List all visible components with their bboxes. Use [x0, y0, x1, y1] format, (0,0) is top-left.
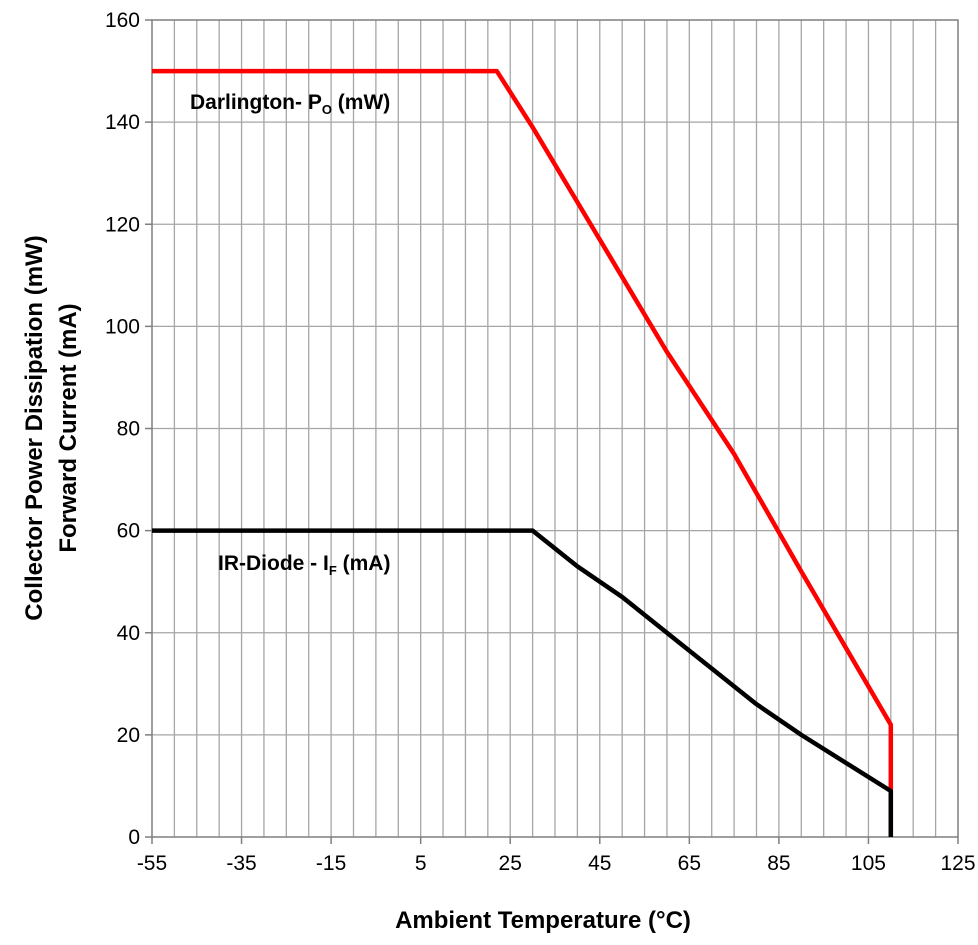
series-label-ir-diode: IR-Diode - IF (mA) — [218, 552, 390, 578]
x-tick-label: -15 — [316, 852, 346, 875]
y-tick-label: 0 — [128, 826, 140, 849]
x-tick-label: 25 — [499, 852, 522, 875]
x-tick-label: 105 — [851, 852, 886, 875]
y-tick-label: 40 — [117, 622, 140, 645]
series-line-ir-diode — [152, 528, 894, 837]
y-axis-title-line-1: Collector Power Dissipation (mW) — [21, 235, 48, 620]
y-tick-label: 140 — [105, 111, 140, 134]
grid — [152, 20, 958, 837]
x-tick-label: -55 — [137, 852, 167, 875]
y-tick-label: 60 — [117, 520, 140, 543]
x-tick-label: 45 — [588, 852, 611, 875]
x-tick-labels: -55 -35 -15 5 25 45 65 85 105 125 — [137, 837, 976, 875]
y-tick-label: 20 — [117, 724, 140, 747]
series-label-darlington: Darlington- PO (mW) — [190, 91, 390, 117]
x-axis-title: Ambient Temperature (°C) — [395, 907, 691, 934]
x-tick-label: 5 — [415, 852, 427, 875]
y-tick-label: 100 — [105, 315, 140, 338]
series-lines — [152, 68, 894, 837]
x-tick-label: 85 — [767, 852, 790, 875]
y-tick-labels: 0 20 40 60 80 100 120 140 160 — [105, 9, 152, 849]
y-axis-title-line-2: Forward Current (mA) — [55, 303, 82, 552]
x-tick-label: -35 — [226, 852, 256, 875]
x-tick-label: 65 — [678, 852, 701, 875]
y-tick-label: 160 — [105, 9, 140, 32]
x-tick-label: 125 — [940, 852, 975, 875]
y-tick-label: 120 — [105, 213, 140, 236]
y-tick-label: 80 — [117, 418, 140, 441]
series-line-darlington — [152, 68, 894, 837]
